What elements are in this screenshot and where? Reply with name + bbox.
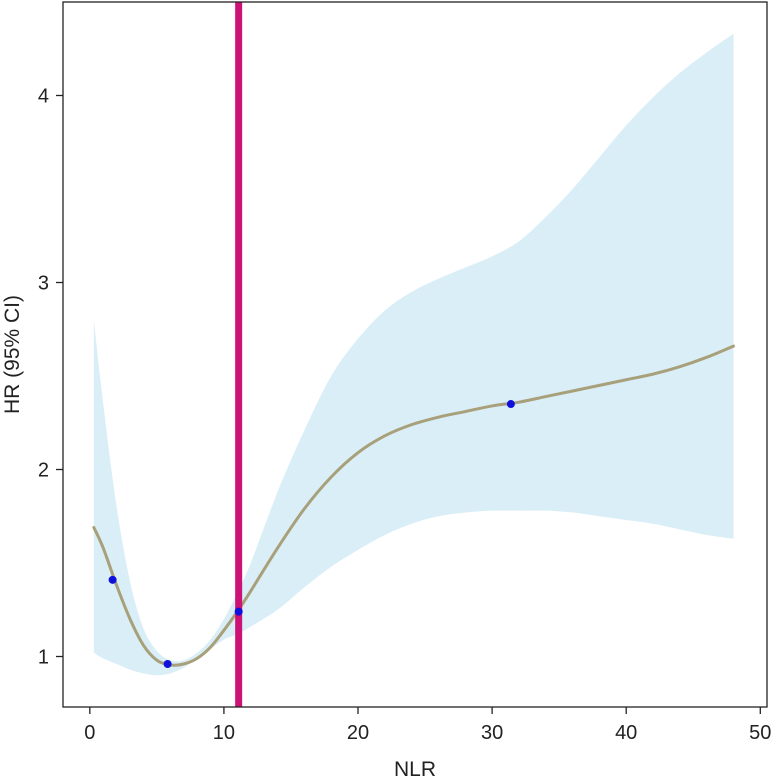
- y-tick-label: 1: [38, 647, 49, 669]
- data-point: [234, 607, 243, 616]
- y-axis-label: HR (95% CI): [1, 295, 24, 414]
- x-tick-label: 40: [615, 722, 637, 744]
- x-axis-label: NLR: [394, 758, 436, 779]
- plot-frame: [62, 1, 768, 708]
- data-point: [506, 400, 515, 409]
- x-tick-label: 50: [749, 722, 771, 744]
- x-tick-label: 20: [347, 722, 369, 744]
- y-axis-ticks: 1 2 3 4: [38, 86, 63, 669]
- x-axis-ticks: 0 10 20 30 40 50: [84, 707, 771, 744]
- hr-curve-layer: [92, 344, 735, 667]
- x-tick-label: 10: [213, 722, 235, 744]
- x-tick-label: 30: [481, 722, 503, 744]
- data-points-layer: [108, 400, 515, 668]
- y-tick-label: 4: [38, 86, 49, 108]
- confidence-band-layer: [93, 33, 734, 676]
- y-tick-label: 3: [38, 273, 49, 295]
- data-point: [108, 575, 117, 584]
- x-tick-label: 0: [84, 722, 95, 744]
- hr-curve-line: [92, 344, 735, 667]
- data-point: [163, 659, 172, 668]
- confidence-band: [93, 33, 734, 676]
- y-tick-label: 2: [38, 460, 49, 482]
